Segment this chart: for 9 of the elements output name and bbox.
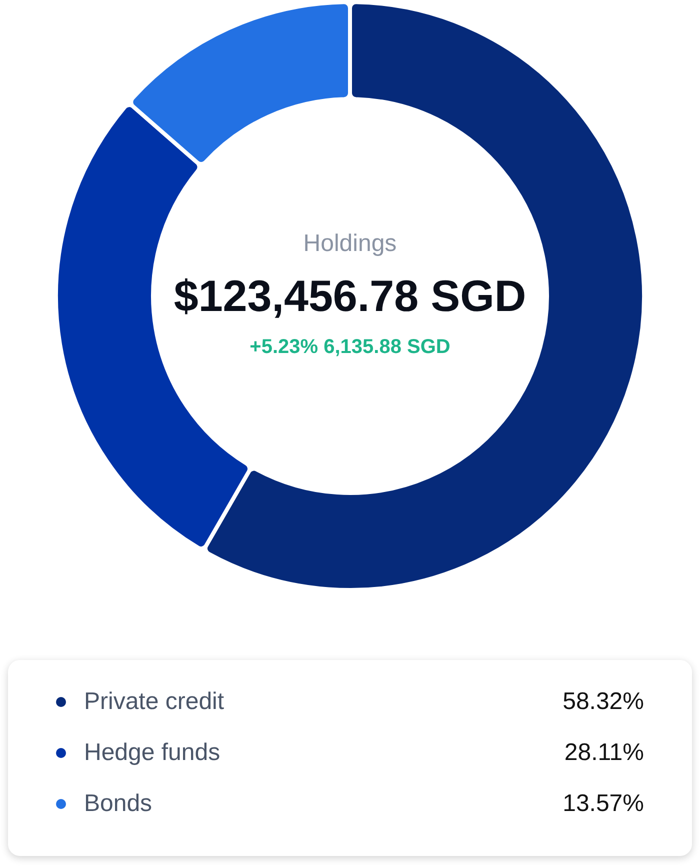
legend-label: Hedge funds — [84, 738, 222, 766]
legend-label: Bonds — [84, 790, 154, 818]
data-label: 58.32% — [562, 688, 644, 716]
data-label: 13.57% — [562, 790, 644, 818]
text: Holdings — [303, 230, 397, 258]
text: +5.23% 6,135.88 SGD — [250, 336, 450, 358]
legend-label: Private credit — [84, 688, 226, 716]
text: $123,456.78 SGD — [174, 272, 526, 322]
data-label: 28.11% — [564, 738, 644, 766]
